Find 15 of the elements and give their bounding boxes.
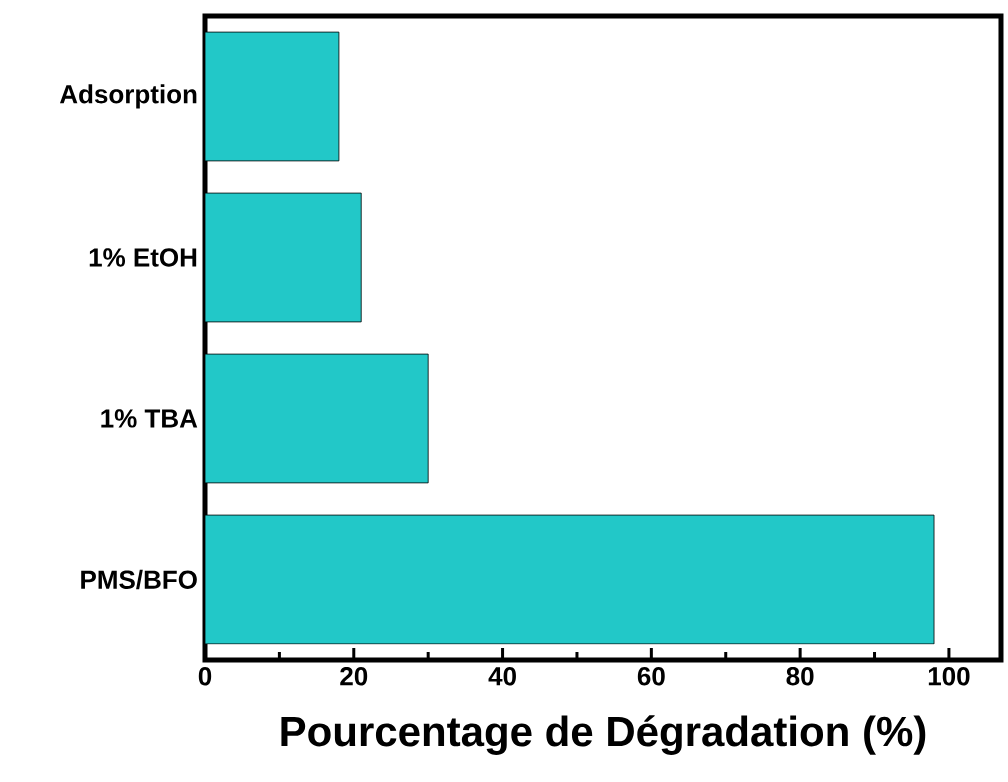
x-tick-label: 60	[637, 667, 665, 686]
y-tick-label: 1% TBA	[101, 409, 198, 428]
y-tick-label: PMS/BFO	[81, 569, 197, 590]
bar	[205, 514, 935, 645]
x-tick-label: 20	[340, 667, 368, 686]
x-axis-title: Pourcentage de Dégradation (%)	[281, 715, 926, 755]
y-tick-label: Adsorption	[59, 84, 197, 109]
x-tick-label: 40	[488, 667, 516, 686]
bar	[205, 31, 340, 162]
y-tick-label: 1% EtOH	[89, 248, 197, 267]
x-tick-label: 100	[928, 667, 970, 686]
x-tick-label: 80	[786, 667, 814, 686]
bar	[205, 192, 362, 323]
bar	[205, 353, 429, 484]
x-tick-label: 0	[198, 667, 212, 686]
